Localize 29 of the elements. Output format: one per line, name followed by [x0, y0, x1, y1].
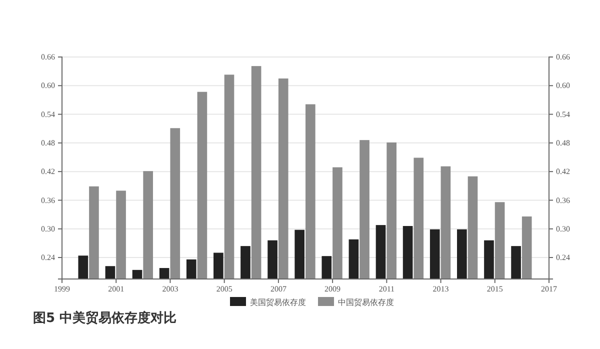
x-tick-label: 2001	[108, 284, 124, 294]
y-tick-label: 0.48	[41, 138, 55, 148]
y2-tick-label: 0.30	[556, 224, 570, 234]
y2-tick-label: 0.66	[556, 52, 570, 62]
y-tick-label: 0.42	[41, 167, 55, 176]
x-tick-label: 2013	[432, 284, 449, 294]
x-tick-label: 2011	[378, 284, 395, 294]
y2-tick-label: 0.42	[556, 167, 570, 176]
y-tick-label: 0.30	[41, 224, 55, 234]
y-tick-label: 0.54	[41, 110, 55, 119]
y-tick-label: 0.66	[41, 52, 55, 62]
x-tick-label: 2017	[541, 284, 557, 294]
x-tick-label: 1999	[54, 284, 70, 294]
y2-tick-label: 0.60	[556, 81, 570, 90]
y2-tick-label: 0.36	[556, 196, 570, 205]
y2-tick-label: 0.24	[556, 253, 570, 262]
x-tick-label: 2003	[162, 284, 178, 294]
y2-tick-label: 0.54	[556, 110, 570, 119]
y-tick-label: 0.24	[41, 253, 55, 262]
legend-label: 美国贸易依存度	[250, 298, 306, 307]
text: 图5 中美贸易依存度对比	[33, 310, 177, 326]
x-tick-label: 2009	[324, 284, 341, 294]
legend-label: 中国贸易依存度	[338, 298, 394, 307]
x-tick-label: 2007	[270, 284, 286, 294]
y-tick-label: 0.60	[41, 81, 55, 90]
y2-tick-label: 0.48	[556, 138, 570, 148]
x-tick-label: 2005	[216, 284, 232, 294]
y-tick-label: 0.36	[41, 196, 55, 205]
x-tick-label: 2015	[486, 284, 503, 294]
